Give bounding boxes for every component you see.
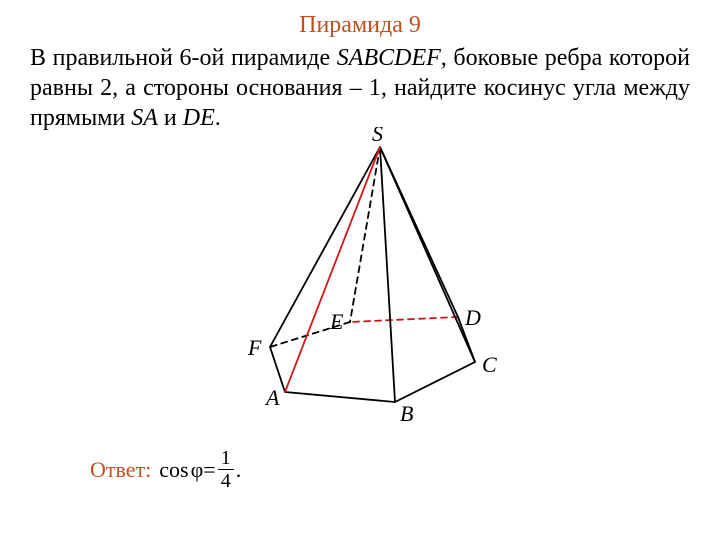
pyramid-name: SABCDEF: [337, 45, 441, 71]
line-sa: SA: [131, 105, 158, 131]
answer-eq: =: [203, 457, 215, 483]
answer-cos: cos: [159, 457, 188, 483]
svg-text:C: C: [482, 352, 497, 377]
svg-text:A: A: [264, 385, 280, 410]
pyramid-svg: S A B CD E F: [200, 127, 520, 437]
answer-den: 4: [218, 470, 234, 491]
svg-text:B: B: [400, 401, 413, 426]
answer-label: Ответ:: [90, 457, 151, 483]
svg-text:F: F: [247, 335, 262, 360]
page-title: Пирамида 9: [30, 12, 690, 39]
title-text: Пирамида 9: [299, 12, 421, 38]
svg-text:E: E: [329, 309, 344, 334]
answer-phi: φ: [191, 457, 204, 483]
answer-formula: cos φ = 1 4 .: [159, 448, 241, 491]
answer-fraction: 1 4: [218, 448, 234, 491]
problem-text: В правильной 6-ой пирамиде SABCDEF, боко…: [30, 43, 690, 133]
answer-tail: .: [236, 457, 242, 483]
problem-mid2: и: [158, 105, 183, 131]
answer-num: 1: [218, 448, 234, 470]
diagram: S A B CD E F: [30, 127, 690, 442]
problem-before: В правильной 6-ой пирамиде: [30, 45, 337, 71]
svg-text:D: D: [464, 305, 481, 330]
svg-text:S: S: [372, 127, 383, 146]
answer: Ответ: cos φ = 1 4 .: [90, 448, 690, 491]
